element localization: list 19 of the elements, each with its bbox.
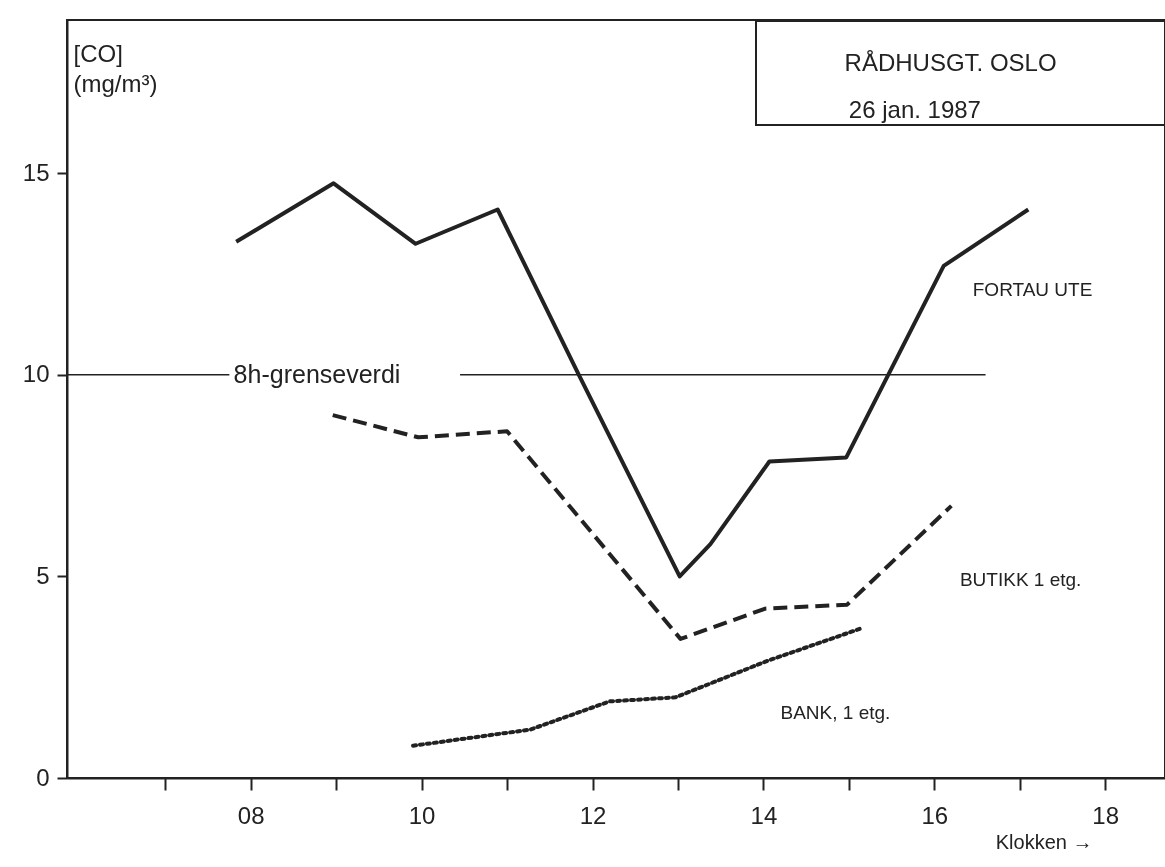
- x-tick-label: 16: [921, 801, 949, 829]
- series-label: FORTAU UTE: [972, 279, 1093, 301]
- y-tick-label: 10: [22, 360, 50, 388]
- x-tick-label: 18: [1092, 801, 1120, 829]
- x-axis-title: Klokken →: [995, 830, 1093, 853]
- y-tick-label: 15: [22, 158, 50, 186]
- y-tick-label: 5: [36, 561, 50, 589]
- y-axis-title: [CO] (mg/m³): [73, 39, 158, 97]
- x-tick-label: 14: [750, 801, 778, 829]
- x-tick-label: 12: [579, 801, 607, 829]
- text: BUTIKK 1 etg.: [959, 569, 1082, 591]
- text: 26 jan. 1987: [848, 95, 981, 123]
- text: RÅDHUSGT. OSLO: [844, 49, 1057, 77]
- x-tick-label: 08: [237, 801, 265, 829]
- line-series: [330, 413, 954, 641]
- y-tick-label: 0: [36, 763, 50, 791]
- ref-line-label: 8h-grenseverdi: [233, 359, 401, 388]
- x-tick-label: 10: [408, 801, 436, 829]
- text: BANK, 1 etg.: [780, 702, 891, 724]
